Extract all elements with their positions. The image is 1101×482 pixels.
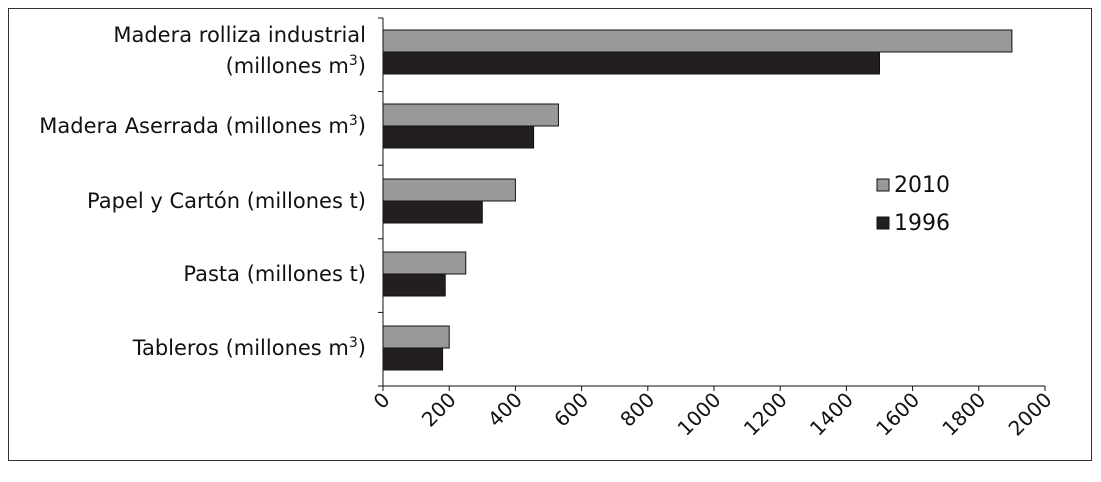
chart-frame — [8, 8, 1092, 461]
axes-layer — [378, 17, 1046, 391]
category-label: Pasta (millones t) — [183, 262, 366, 286]
bar-1996-4 — [382, 347, 444, 371]
bar-2010-0 — [382, 29, 1013, 53]
bar-1996-1 — [382, 125, 535, 149]
category-label: Papel y Cartón (millones t) — [87, 189, 366, 213]
legend-label-2010: 2010 — [894, 173, 950, 198]
category-label: Madera Aserrada (millones m3) — [39, 113, 366, 138]
category-label: Madera rolliza industrial — [113, 23, 366, 47]
bar-2010-2 — [382, 178, 516, 202]
legend-swatch-2010 — [876, 178, 890, 192]
bar-1996-2 — [382, 200, 483, 224]
category-labels: Madera rolliza industrial (millones m3) Ma… — [39, 23, 366, 360]
legend-swatch-1996 — [876, 216, 890, 230]
bar-1996-0 — [382, 51, 880, 75]
bar-2010-3 — [382, 251, 467, 275]
legend-label-1996: 1996 — [894, 211, 950, 236]
bar-2010-1 — [382, 103, 559, 127]
bar-1996-3 — [382, 273, 446, 297]
category-label: (millones m3) — [226, 53, 366, 78]
legend: 2010 1996 — [876, 173, 950, 236]
category-label: Tableros (millones m3) — [132, 335, 366, 360]
bar-2010-4 — [382, 325, 450, 349]
bars-layer — [382, 29, 1013, 371]
